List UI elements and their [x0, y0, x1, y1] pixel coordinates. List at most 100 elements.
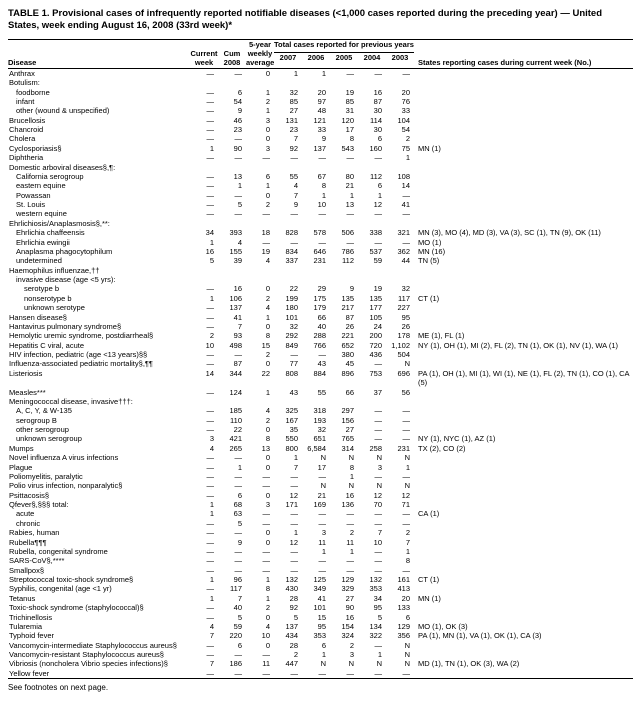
footnote: See footnotes on next page. — [8, 683, 633, 692]
value-cell: 8 — [386, 556, 414, 565]
value-cell: 112 — [358, 172, 386, 181]
value-cell: 322 — [358, 631, 386, 640]
value-cell: 125 — [302, 575, 330, 584]
table-row: Brucellosis—463131121120114104 — [8, 116, 633, 125]
value-cell — [330, 219, 358, 228]
value-cell: — — [386, 519, 414, 528]
value-cell: 7 — [218, 594, 246, 603]
value-cell: 5 — [218, 200, 246, 209]
value-cell: 131 — [274, 116, 302, 125]
value-cell — [302, 219, 330, 228]
value-cell: 13 — [218, 172, 246, 181]
value-cell: — — [190, 538, 218, 547]
value-cell: — — [190, 650, 218, 659]
value-cell: 537 — [358, 247, 386, 256]
value-cell: 23 — [274, 125, 302, 134]
states-cell — [414, 106, 633, 115]
value-cell: 106 — [218, 294, 246, 303]
value-cell: 40 — [302, 322, 330, 331]
value-cell: — — [218, 153, 246, 162]
value-cell: 884 — [302, 369, 330, 388]
value-cell: — — [358, 238, 386, 247]
value-cell: — — [358, 641, 386, 650]
value-cell: 46 — [218, 116, 246, 125]
states-cell — [414, 219, 633, 228]
value-cell: 55 — [274, 172, 302, 181]
disease-cell: Anaplasma phagocytophilum — [8, 247, 190, 256]
value-cell: 20 — [386, 594, 414, 603]
disease-cell: Qfever§,§§§ total: — [8, 500, 190, 509]
head-2005: 2005 — [330, 52, 358, 68]
table-row: A, C, Y, & W-135—1854325318297—— — [8, 406, 633, 415]
value-cell: 1 — [274, 528, 302, 537]
value-cell: 652 — [330, 341, 358, 350]
value-cell: 2 — [190, 331, 218, 340]
value-cell: — — [246, 472, 274, 481]
value-cell — [386, 78, 414, 87]
value-cell: — — [358, 425, 386, 434]
value-cell: 12 — [386, 491, 414, 500]
value-cell: — — [386, 68, 414, 78]
value-cell: 9 — [302, 134, 330, 143]
value-cell: 349 — [302, 584, 330, 593]
table-row: Hemolytic uremic syndrome, postdiarrheal… — [8, 331, 633, 340]
value-cell: 1 — [330, 547, 358, 556]
value-cell — [190, 163, 218, 172]
disease-cell: Toxic-shock syndrome (staphylococcal)§ — [8, 603, 190, 612]
value-cell: 6 — [358, 134, 386, 143]
value-cell: 101 — [302, 603, 330, 612]
states-cell — [414, 406, 633, 415]
value-cell: 314 — [330, 444, 358, 453]
head-5yr: 5-year weekly average† — [246, 39, 274, 68]
value-cell: 185 — [218, 406, 246, 415]
value-cell: 5 — [274, 613, 302, 622]
value-cell: — — [190, 68, 218, 78]
value-cell: 329 — [330, 584, 358, 593]
value-cell: — — [330, 209, 358, 218]
value-cell: 337 — [274, 256, 302, 265]
value-cell: — — [358, 153, 386, 162]
value-cell: 71 — [386, 500, 414, 509]
table-row: Rabies, human——013272 — [8, 528, 633, 537]
value-cell: 498 — [218, 341, 246, 350]
value-cell: 0 — [246, 68, 274, 78]
disease-cell: Diphtheria — [8, 153, 190, 162]
value-cell: — — [302, 556, 330, 565]
states-cell: NY (1), NYC (1), AZ (1) — [414, 434, 633, 443]
value-cell: — — [190, 153, 218, 162]
value-cell: 220 — [218, 631, 246, 640]
disease-cell: Smallpox§ — [8, 566, 190, 575]
value-cell: 200 — [358, 331, 386, 340]
states-cell: NY (1), OH (1), MI (2), FL (2), TN (1), … — [414, 341, 633, 350]
value-cell: — — [330, 238, 358, 247]
value-cell — [358, 163, 386, 172]
value-cell: 35 — [274, 425, 302, 434]
value-cell: 1 — [274, 68, 302, 78]
value-cell: 154 — [330, 622, 358, 631]
value-cell: 43 — [274, 388, 302, 397]
states-cell — [414, 528, 633, 537]
table-title: TABLE 1. Provisional cases of infrequent… — [8, 8, 633, 33]
head-2004: 2004 — [358, 52, 386, 68]
states-cell — [414, 500, 633, 509]
value-cell: 132 — [274, 575, 302, 584]
value-cell: N — [358, 481, 386, 490]
value-cell: — — [246, 547, 274, 556]
table-row: Tetanus1712841273420MN (1) — [8, 594, 633, 603]
states-cell — [414, 322, 633, 331]
value-cell — [274, 266, 302, 275]
value-cell: 7 — [274, 463, 302, 472]
value-cell: — — [190, 303, 218, 312]
value-cell — [190, 78, 218, 87]
value-cell: — — [190, 191, 218, 200]
value-cell: 59 — [218, 622, 246, 631]
value-cell: N — [386, 481, 414, 490]
value-cell: — — [190, 116, 218, 125]
value-cell — [302, 266, 330, 275]
states-cell — [414, 613, 633, 622]
value-cell — [218, 397, 246, 406]
value-cell: 6 — [358, 181, 386, 190]
value-cell: 18 — [246, 228, 274, 237]
value-cell: 4 — [246, 406, 274, 415]
value-cell: 4 — [274, 181, 302, 190]
